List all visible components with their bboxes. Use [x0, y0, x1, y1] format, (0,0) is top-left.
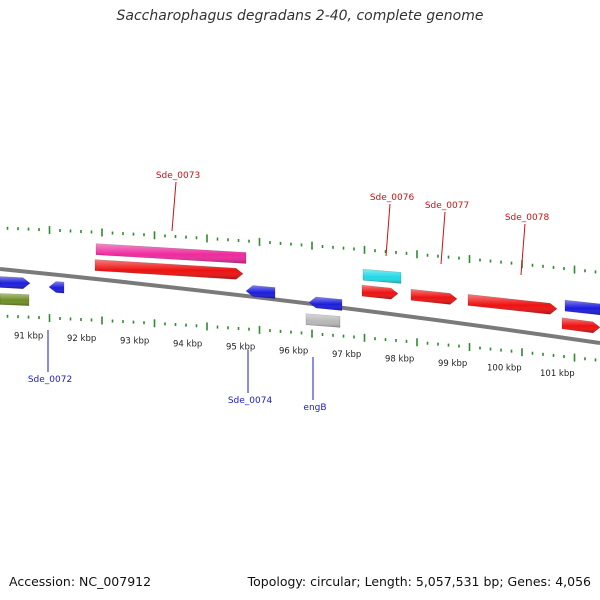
- gene-feature[interactable]: [564, 299, 600, 316]
- gene-leader-line: [385, 203, 391, 257]
- gene-feature[interactable]: [0, 276, 31, 289]
- ruler-label: 92 kbp: [67, 334, 96, 344]
- gene-feature[interactable]: [362, 268, 402, 284]
- ruler-label: 96 kbp: [279, 346, 308, 356]
- gene-label[interactable]: Sde_0076: [370, 193, 415, 203]
- gene-feature[interactable]: [95, 243, 247, 264]
- gene-feature[interactable]: [410, 288, 458, 305]
- gene-feature[interactable]: [467, 294, 558, 315]
- ruler-label: 99 kbp: [438, 359, 467, 369]
- page-title: Saccharophagus degradans 2-40, complete …: [116, 8, 484, 24]
- ruler-label: 93 kbp: [120, 336, 149, 346]
- ruler-label: 100 kbp: [487, 364, 522, 374]
- tick-row-top: [6, 226, 597, 274]
- gene-feature[interactable]: [0, 293, 30, 306]
- gene-feature[interactable]: [305, 313, 341, 328]
- gene-label[interactable]: Sde_0077: [425, 201, 469, 211]
- accession-text: Accession: NC_007912: [9, 574, 152, 589]
- tick-row-bottom: [6, 314, 597, 362]
- gene-feature[interactable]: [308, 296, 343, 311]
- ruler-label: 91 kbp: [14, 332, 43, 342]
- ruler-label: 101 kbp: [540, 369, 575, 379]
- gene-feature[interactable]: [361, 284, 399, 300]
- ruler-label: 97 kbp: [332, 350, 361, 360]
- gene-label[interactable]: Sde_0073: [156, 171, 200, 181]
- gene-label[interactable]: Sde_0072: [28, 375, 72, 385]
- gene-feature[interactable]: [245, 285, 276, 299]
- ruler-label: 98 kbp: [385, 355, 414, 365]
- gene-feature[interactable]: [48, 281, 65, 294]
- gene-label[interactable]: engB: [303, 403, 326, 413]
- gene-leader-line: [171, 181, 177, 232]
- genome-backbone: [0, 267, 600, 345]
- gene-leader-line: [520, 223, 526, 276]
- genome-info-text: Topology: circular; Length: 5,057,531 bp…: [247, 574, 591, 589]
- gene-label[interactable]: Sde_0078: [505, 213, 550, 223]
- gene-feature[interactable]: [561, 317, 600, 334]
- gene-leader-line: [440, 211, 446, 265]
- ruler-label: 95 kbp: [226, 343, 255, 353]
- gene-label[interactable]: Sde_0074: [228, 396, 273, 406]
- gene-feature[interactable]: [94, 259, 244, 280]
- ruler-label: 94 kbp: [173, 339, 202, 349]
